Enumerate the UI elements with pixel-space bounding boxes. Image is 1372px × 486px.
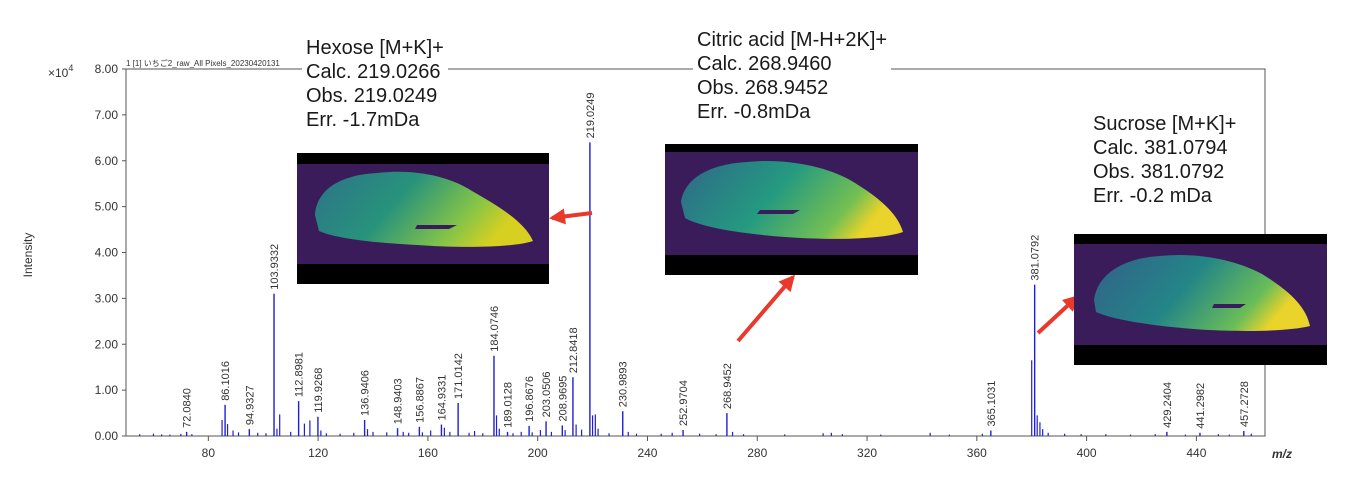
peak-label: 136.9406 — [360, 370, 372, 416]
sucrose-annotation: Sucrose [M+K]+ Calc. 381.0794 Obs. 381.0… — [1089, 112, 1241, 208]
peak-label: 230.9893 — [618, 361, 630, 407]
peak-label: 268.9452 — [722, 363, 734, 409]
peak-label: 119.9268 — [313, 368, 325, 413]
peak-label: 219.0249 — [585, 93, 597, 139]
x-tick-label: 280 — [747, 446, 767, 460]
annotation-line: Err. -0.8mDa — [697, 101, 811, 123]
peak-label: 164.9331 — [436, 375, 448, 421]
x-tick-label: 200 — [528, 446, 548, 460]
y-tick-label: 7.00 — [95, 108, 119, 122]
annotation-line: Err. -1.7mDa — [306, 109, 420, 131]
hexose-annotation: Hexose [M+K]+ Calc. 219.0266 Obs. 219.02… — [302, 36, 448, 132]
peak-label: 208.9695 — [557, 376, 569, 422]
peak-label: 156.8867 — [414, 377, 426, 423]
peak-label: 148.9403 — [393, 378, 405, 424]
file-label: 1 [1] いちご2_raw_All Pixels_20230420131 — [126, 58, 280, 68]
peak-label: 112.8981 — [294, 352, 306, 397]
y-multiplier: ×104 — [48, 63, 73, 80]
peak-label: 441.2982 — [1195, 383, 1207, 429]
y-tick-label: 3.00 — [95, 291, 119, 305]
y-tick-label: 0.00 — [95, 429, 119, 443]
peak-label: 184.0746 — [489, 306, 501, 352]
x-tick-label: 120 — [308, 446, 328, 460]
annotation-line: Obs. 268.9452 — [697, 77, 829, 99]
peak-label: 212.8418 — [568, 327, 580, 373]
peak-label: 189.0128 — [503, 382, 515, 428]
peak-label: 252.9704 — [678, 380, 690, 426]
x-tick-label: 440 — [1186, 446, 1206, 460]
y-tick-label: 5.00 — [95, 200, 119, 214]
y-tick-label: 1.00 — [95, 383, 119, 397]
y-tick-label: 4.00 — [95, 246, 119, 260]
peak-label: 203.0506 — [541, 371, 553, 417]
x-tick-label: 240 — [637, 446, 657, 460]
x-tick-label: 320 — [857, 446, 877, 460]
y-tick-label: 8.00 — [95, 62, 119, 76]
citric-acid-ms-image — [665, 144, 918, 275]
annotation-line: Calc. 268.9460 — [697, 53, 832, 75]
y-tick-label: 6.00 — [95, 154, 119, 168]
annotation-line: Obs. 381.0792 — [1093, 161, 1225, 183]
annotation-line: Hexose [M+K]+ — [306, 37, 444, 59]
x-tick-label: 400 — [1077, 446, 1097, 460]
peak-label: 196.8676 — [524, 376, 536, 422]
sucrose-ms-image — [1074, 234, 1327, 365]
annotation-line: Citric acid [M-H+2K]+ — [697, 29, 888, 51]
annotation-line: Calc. 219.0266 — [306, 61, 441, 83]
annotation-line: Obs. 219.0249 — [306, 85, 438, 107]
x-tick-label: 160 — [418, 446, 438, 460]
citric-acid-annotation: Citric acid [M-H+2K]+ Calc. 268.9460 Obs… — [693, 28, 892, 124]
peak-label: 72.0840 — [182, 388, 194, 428]
peak-label: 86.1016 — [220, 361, 232, 401]
peak-label: 429.2404 — [1162, 382, 1174, 428]
peak-label: 365.1031 — [986, 381, 998, 427]
peak-label: 171.0142 — [453, 353, 465, 399]
peak-label: 94.9327 — [244, 385, 256, 425]
annotation-line: Sucrose [M+K]+ — [1093, 113, 1237, 135]
y-axis-label: Intensity — [21, 233, 35, 278]
y-tick-label: 2.00 — [95, 337, 119, 351]
hexose-ms-image — [297, 153, 549, 284]
x-tick-label: 360 — [967, 446, 987, 460]
peak-label: 103.9332 — [269, 244, 281, 290]
arrow-head — [778, 274, 795, 293]
annotation-line: Err. -0.2 mDa — [1093, 185, 1212, 207]
x-axis-label: m/z — [1272, 447, 1292, 461]
peak-label: 381.0792 — [1030, 235, 1042, 281]
peak-label: 457.2728 — [1239, 381, 1251, 427]
pointer-arrow — [736, 275, 795, 343]
arrow-head — [549, 208, 566, 225]
x-tick-label: 80 — [202, 446, 216, 460]
annotation-line: Calc. 381.0794 — [1093, 137, 1228, 159]
